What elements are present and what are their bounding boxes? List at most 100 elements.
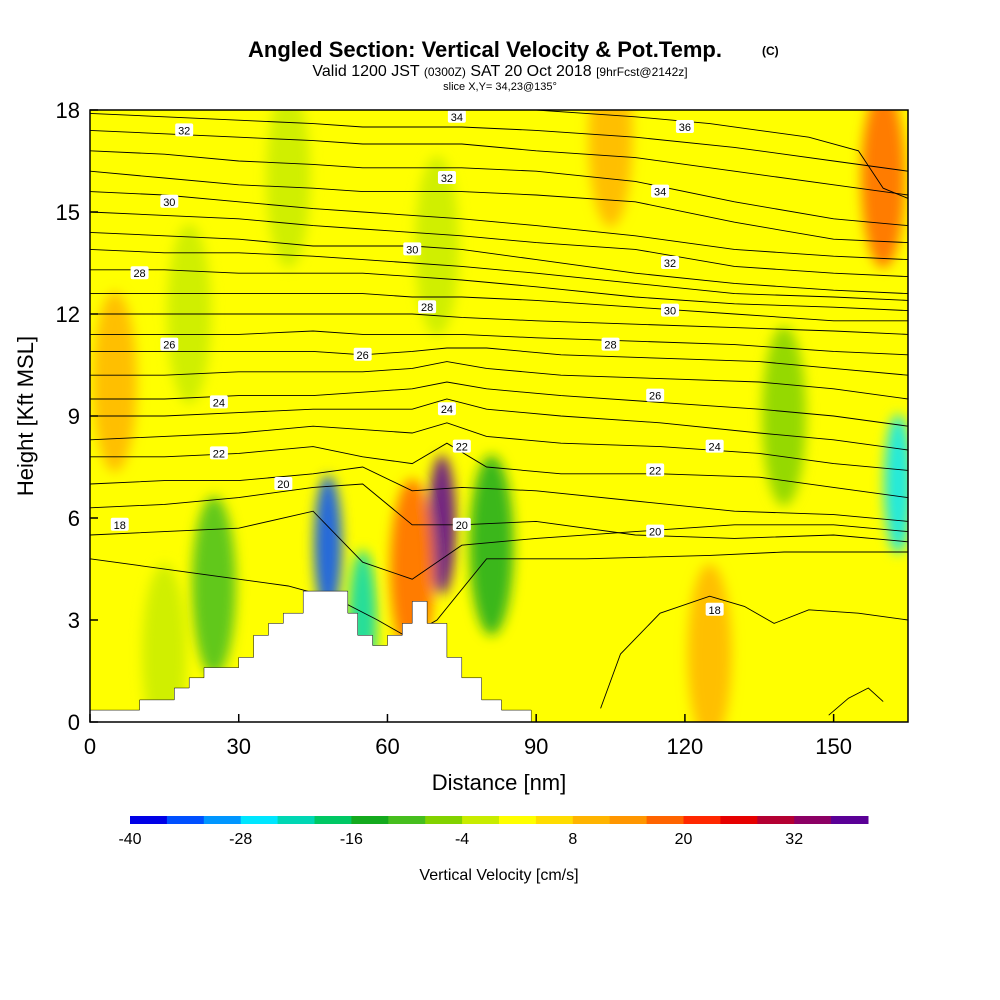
colorbar-swatch [720,816,758,824]
contour-label: 20 [274,477,293,491]
contour-label: 28 [130,266,149,280]
contour-label-text: 32 [441,173,453,185]
contour-label-text: 26 [649,391,661,403]
contour-label-text: 32 [664,258,676,270]
contour-label: 32 [175,123,194,137]
contour-label: 20 [646,524,665,539]
contour-label-text: 26 [163,340,175,352]
contour-label: 20 [452,517,471,532]
velocity-feature [191,496,236,676]
isentrope-line [90,150,908,227]
contour-label: 22 [209,446,228,460]
y-axis-title: Height [Kft MSL] [13,336,38,496]
isentrope-line [90,510,908,580]
isentrope-line [90,361,908,400]
colorbar-swatch [757,816,795,824]
x-tick-label: 150 [815,734,852,759]
colorbar-swatch [240,816,279,824]
y-tick-label: 3 [68,608,80,633]
isentrope-line [90,313,908,335]
contour-label: 30 [160,194,179,209]
contour-label: 22 [646,463,665,477]
velocity-field [92,110,908,722]
isentrope-line [90,191,908,261]
velocity-feature [687,564,732,722]
y-tick-label: 18 [56,98,80,123]
contour-label: 22 [452,439,471,454]
terrain [90,590,908,722]
y-tick-label: 15 [56,200,80,225]
contour-label: 30 [403,242,422,256]
y-tick-label: 12 [56,302,80,327]
contour-label-text: 20 [277,479,289,491]
title-unit: (C) [762,44,779,58]
contour-label-text: 30 [664,306,676,318]
velocity-feature [588,110,633,228]
colorbar-ticks: -40 -28 -16 -4 8 20 32 [118,831,803,848]
isentrope-line [90,293,908,322]
x-axis: 0 30 60 90 120 150 [84,714,852,759]
isentrope-line [90,381,908,427]
velocity-feature [762,326,807,506]
isentrope-line [90,422,908,471]
contour-label: 32 [661,256,680,270]
velocity-feature [469,455,514,636]
contour-label-text: 36 [679,122,691,134]
isentrope-line [90,398,908,451]
isentrope-line [90,248,908,301]
x-tick-label: 30 [226,734,250,759]
y-tick-label: 0 [68,710,80,735]
contour-label: 24 [209,395,228,409]
isentrope-line [90,442,908,499]
isentrope-line [90,330,908,356]
contour-label-text: 32 [178,125,190,137]
isentrope-line [90,466,908,522]
contour-label: 18 [705,602,724,617]
contour-label-text: 26 [357,350,369,362]
velocity-feature [92,292,137,472]
isentrope-line [90,211,908,278]
contour-labels: 18 20 22 24 26 28 30 32 34 32 30 28 26 24 22 20 20 22 24 26… [110,110,724,617]
isentrope-line [90,170,908,244]
contour-label: 34 [447,110,466,124]
isentrope-line [828,687,884,716]
x-tick-label: 0 [84,734,96,759]
isentrope-line [90,269,908,312]
subtitle-valid: Valid 1200 JST [312,63,420,80]
colorbar-swatch [609,816,648,824]
colorbar-swatch [683,816,721,824]
contour-label: 32 [437,171,456,185]
colorbar-title: Vertical Velocity [cm/s] [419,867,578,884]
colorbar-tick-label: -28 [229,831,252,848]
contour-label: 26 [353,347,372,362]
isentrope-line [90,129,908,196]
contour-label: 28 [601,337,620,352]
x-tick-label: 60 [375,734,399,759]
contour-label: 28 [418,300,437,314]
slice-label: slice X,Y= 34,23@135° [443,81,557,93]
velocity-feature [313,475,342,616]
contour-label-text: 34 [654,187,666,199]
colorbar-tick-label: -40 [118,831,141,848]
colorbar-swatch [130,816,168,824]
contour-label: 18 [110,517,129,532]
contour-label: 34 [651,184,670,199]
subtitle-forecast: [9hrFcst@2142z] [596,65,688,79]
y-tick-label: 6 [68,506,80,531]
isentrope-line [600,595,908,709]
isentrope-line [90,347,908,376]
colorbar-swatch [388,816,426,824]
plot-area: 18 20 22 24 26 28 30 32 34 32 30 28 26 24 22 20 20 22 24 26… [90,110,908,722]
isentrope-line [90,231,908,295]
subtitle-utc: (0300Z) [424,65,466,79]
colorbar-swatch [166,816,205,824]
contour-label-text: 28 [604,340,616,352]
velocity-feature [861,110,906,268]
colorbar [130,816,869,824]
y-tick-label: 9 [68,404,80,429]
colorbar-tick-label: 20 [675,831,693,848]
contour-label-text: 28 [133,268,145,280]
contour-label-text: 22 [456,442,468,454]
contour-label-text: 30 [163,197,175,209]
